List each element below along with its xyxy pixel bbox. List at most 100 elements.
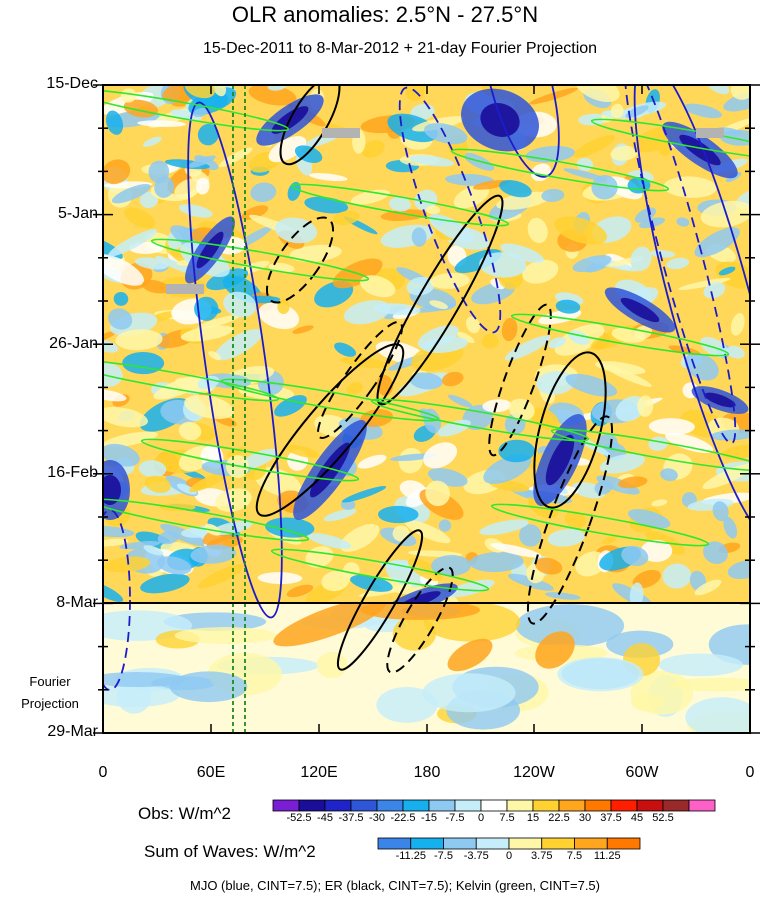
olr-cell <box>441 371 464 387</box>
olr-cell <box>529 407 560 431</box>
olr-cell <box>178 421 202 441</box>
olr-cell <box>197 123 219 146</box>
olr-cell <box>679 134 721 166</box>
olr-cell <box>684 352 719 381</box>
colorbar-tick-label: -7.5 <box>445 812 465 824</box>
olr-cell <box>156 556 192 575</box>
olr-cell <box>429 214 474 243</box>
projection-cell <box>447 638 493 672</box>
olr-cell <box>143 545 164 556</box>
olr-cell <box>195 177 210 195</box>
projection-cell <box>392 616 437 651</box>
colorbar-tick-label: 37.5 <box>600 812 622 824</box>
colorbar-tick-label: 45 <box>630 812 644 824</box>
olr-cell <box>124 207 156 229</box>
olr-cell <box>480 103 520 137</box>
colorbar-swatch <box>541 837 575 850</box>
projection-cell <box>535 631 575 669</box>
olr-cell <box>142 136 162 147</box>
olr-cell <box>617 476 648 489</box>
obs-colorbar-label: Obs: W/m^2 <box>138 804 231 823</box>
olr-cell <box>541 188 565 202</box>
olr-cell <box>591 175 618 200</box>
olr-cell <box>437 419 471 437</box>
olr-cell <box>721 444 750 459</box>
colorbar-tick-label: 52.5 <box>652 812 674 824</box>
kelvin-contour <box>103 498 310 542</box>
kelvin-contour <box>270 548 490 592</box>
olr-cell <box>501 317 518 342</box>
projection-cell <box>630 692 664 712</box>
olr-cell <box>360 275 396 298</box>
colorbar-swatch <box>480 799 508 812</box>
olr-cell <box>407 558 443 582</box>
colorbar-tick-label: -7.5 <box>434 850 453 862</box>
olr-cell <box>404 520 451 544</box>
colorbar-tick-label: 22.5 <box>548 812 570 824</box>
olr-cell <box>621 545 649 567</box>
olr-cell <box>694 227 740 258</box>
olr-cell <box>144 475 171 493</box>
olr-cell <box>307 533 352 549</box>
projection-cell <box>360 603 480 620</box>
olr-cell <box>377 505 419 524</box>
olr-cell <box>392 525 410 542</box>
olr-cell <box>446 579 495 598</box>
er-contour <box>265 216 335 304</box>
colorbar-swatch <box>475 837 510 850</box>
olr-cell <box>180 325 234 342</box>
colorbar-swatch <box>350 799 378 812</box>
olr-cell <box>545 592 581 600</box>
olr-cell <box>425 480 451 507</box>
olr-cell <box>665 432 714 453</box>
colorbar-tick-label: -30 <box>369 812 385 824</box>
olr-cell <box>430 272 470 289</box>
kelvin-contour <box>490 503 710 547</box>
colorbar-swatch <box>636 799 664 812</box>
olr-cell <box>192 107 209 118</box>
olr-cell <box>340 356 391 369</box>
olr-cell <box>668 345 701 356</box>
olr-cell <box>214 329 262 361</box>
colorbar-swatch <box>606 837 641 850</box>
olr-cell <box>472 180 509 190</box>
olr-cell <box>155 255 196 275</box>
olr-cell <box>554 216 608 245</box>
kelvin-contour <box>220 378 440 422</box>
colorbar-tick-label: -15 <box>421 812 437 824</box>
olr-cell <box>423 442 458 469</box>
olr-cell <box>438 519 452 532</box>
olr-cell <box>575 85 620 102</box>
projection-cell <box>103 684 180 707</box>
er-contour <box>526 415 614 625</box>
olr-cell <box>660 468 678 482</box>
colorbar-swatch <box>558 799 586 812</box>
olr-cell <box>637 395 654 417</box>
olr-cell <box>346 381 363 395</box>
colorbar-swatch <box>584 799 612 812</box>
colorbar-tick-label: 11.25 <box>593 850 621 862</box>
olr-cell <box>522 259 559 284</box>
olr-cell <box>113 291 129 306</box>
olr-cell <box>424 123 468 145</box>
olr-cell <box>194 296 219 321</box>
olr-cell <box>343 562 360 579</box>
olr-cell <box>648 418 695 436</box>
olr-cell <box>158 388 172 397</box>
y-tick-label: 8-Mar <box>56 594 98 611</box>
olr-cell <box>498 439 535 463</box>
olr-cell <box>663 176 717 198</box>
olr-cell <box>595 361 646 375</box>
olr-cell <box>640 539 673 563</box>
olr-cell <box>629 582 644 603</box>
olr-cell <box>666 257 690 270</box>
olr-cell <box>599 453 645 474</box>
olr-cell <box>630 246 652 272</box>
obs-field <box>103 85 750 603</box>
olr-cell <box>135 257 169 270</box>
y-tick-label: 26-Jan <box>49 335 98 352</box>
olr-cell <box>119 541 161 550</box>
colorbar-swatch <box>662 799 690 812</box>
colorbar-swatch <box>272 799 300 812</box>
